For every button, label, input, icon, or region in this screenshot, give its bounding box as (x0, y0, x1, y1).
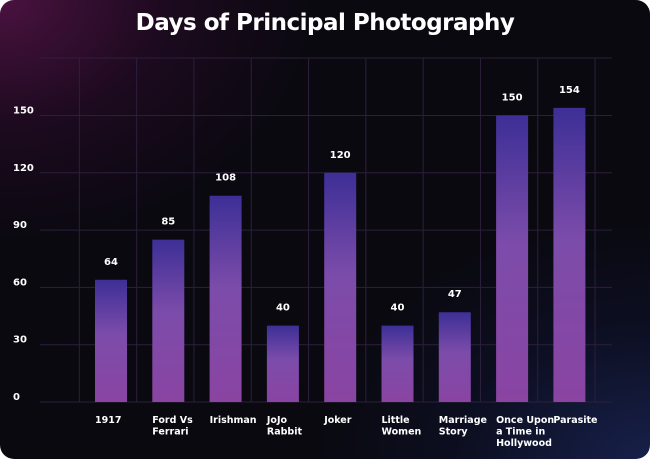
bars (95, 107, 586, 403)
x-category-label-line: Irishman (210, 415, 257, 426)
x-category-label-line: a Time in (496, 427, 545, 438)
labels: 0 30 60 90 120 150 64 1917 85 Ford Vs Ferrari 108 Ir… (13, 85, 598, 449)
x-category-label: 1917 (95, 415, 121, 426)
x-category-label-line: Hollywood (496, 438, 552, 449)
bar-value-label: 120 (330, 150, 351, 161)
bar-value-label: 40 (391, 303, 405, 314)
x-category-label-line: Story (439, 427, 469, 438)
x-category-label-line: Joker (323, 415, 352, 426)
x-category-label-line: Little (382, 415, 410, 426)
bar (209, 195, 242, 402)
bar (152, 239, 185, 402)
bar-value-label: 108 (215, 173, 236, 184)
bar (381, 325, 414, 402)
bar-value-label: 64 (104, 257, 118, 268)
x-category-label-line: Ford Vs (152, 415, 193, 426)
x-category-label: Joker (323, 415, 352, 426)
x-category-label: Little Women (382, 415, 422, 438)
x-category-label-line: 1917 (95, 415, 121, 426)
bar (266, 325, 299, 402)
x-category-label: Ford Vs Ferrari (152, 415, 193, 438)
x-category-label-line: Ferrari (152, 427, 188, 438)
bar-value-label: 85 (161, 217, 175, 228)
chart-title: Days of Principal Photography (135, 10, 515, 36)
y-tick-label: 60 (13, 277, 27, 288)
x-category-label: Parasite (553, 415, 597, 426)
x-category-label-line: Women (382, 427, 422, 438)
bar (496, 115, 529, 402)
bar (438, 312, 471, 402)
y-tick-label: 90 (13, 220, 27, 231)
x-category-label: JoJo Rabbit (266, 415, 303, 438)
x-category-label-line: Parasite (553, 415, 597, 426)
x-category-label: Irishman (210, 415, 257, 426)
x-category-label-line: JoJo (266, 415, 288, 426)
y-tick-label: 150 (13, 106, 34, 117)
bar (324, 172, 357, 402)
x-category-label: Once Upon a Time in Hollywood (496, 415, 554, 449)
bar-value-label: 154 (559, 85, 580, 96)
x-category-label-line: Marriage (439, 415, 487, 426)
bar-value-label: 40 (276, 303, 290, 314)
bar (95, 279, 127, 402)
x-category-label-line: Once Upon (496, 415, 554, 426)
y-tick-label: 30 (13, 335, 27, 346)
x-category-label: Marriage Story (439, 415, 487, 438)
bar (553, 107, 586, 403)
x-category-label-line: Rabbit (267, 427, 303, 438)
y-tick-label: 120 (13, 163, 34, 174)
bar-value-label: 47 (448, 289, 462, 300)
y-tick-label: 0 (13, 392, 20, 403)
bar-value-label: 150 (502, 93, 523, 104)
